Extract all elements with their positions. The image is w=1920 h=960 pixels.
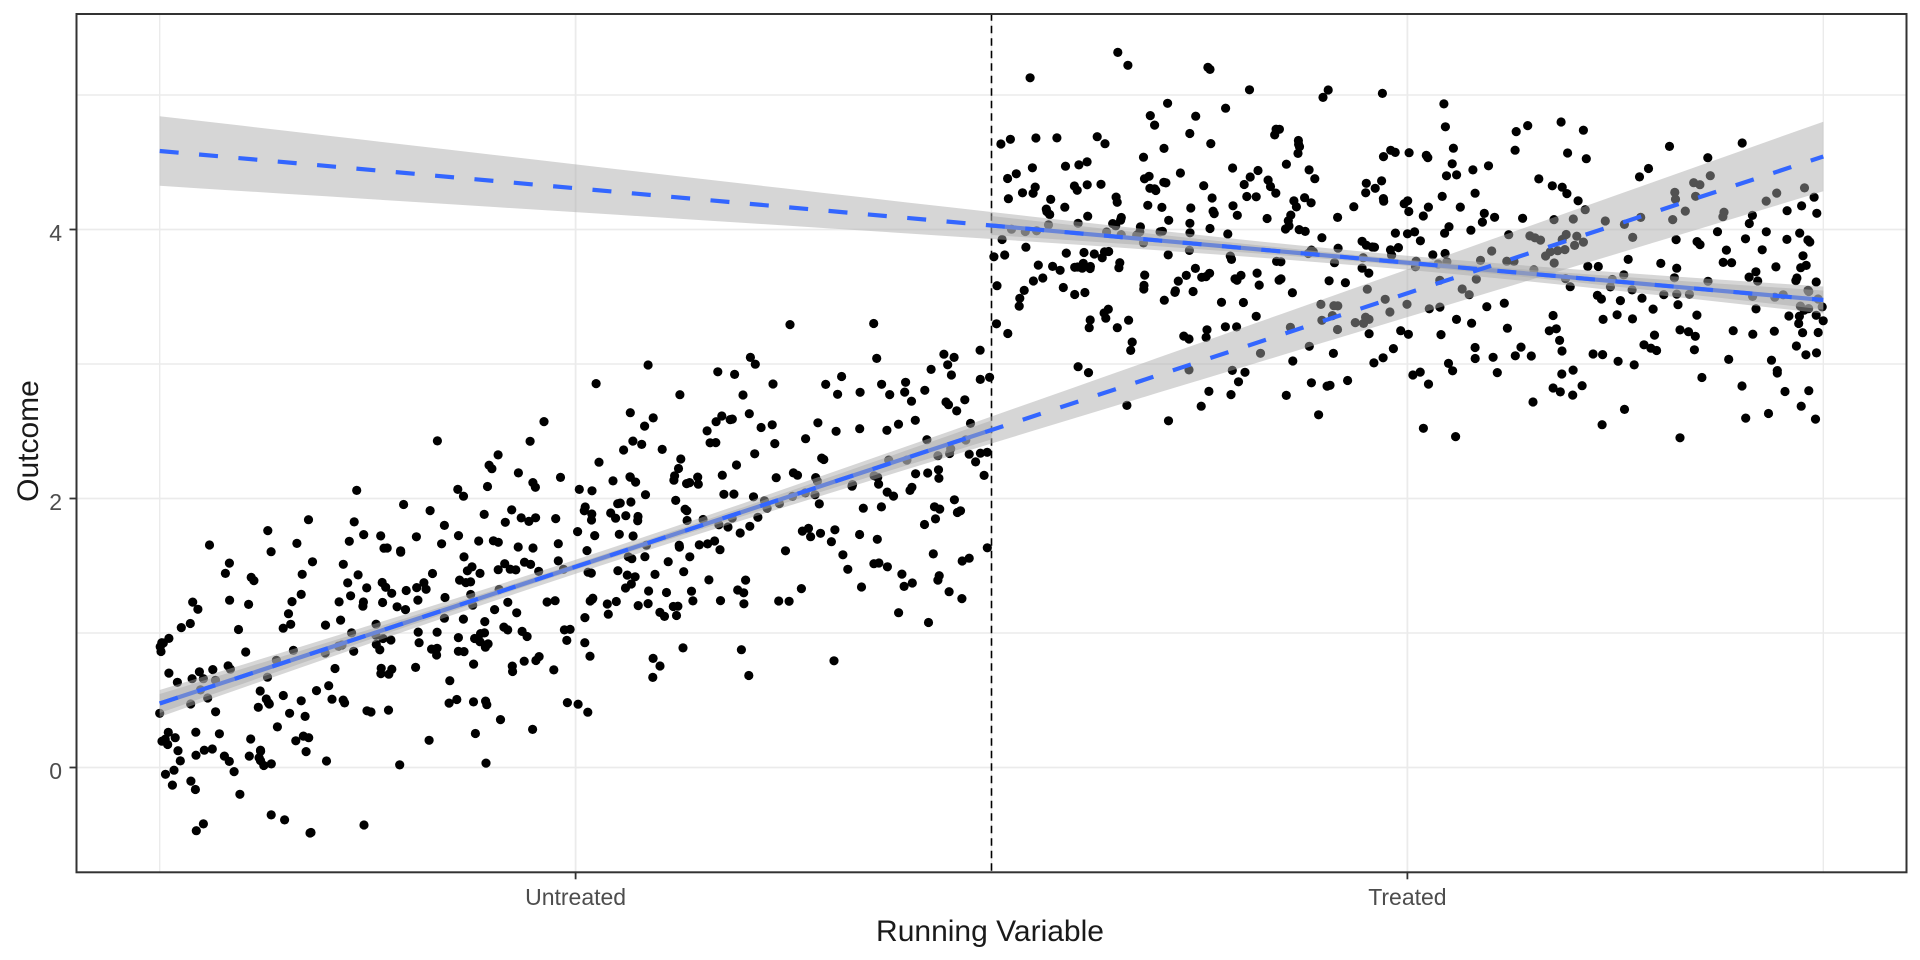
svg-text:4: 4 (49, 220, 62, 246)
svg-text:Outcome: Outcome (12, 380, 45, 502)
svg-text:Untreated: Untreated (525, 884, 626, 910)
svg-text:Running Variable: Running Variable (876, 915, 1104, 948)
svg-text:2: 2 (49, 489, 62, 515)
svg-text:Treated: Treated (1368, 884, 1446, 910)
svg-text:0: 0 (49, 758, 62, 784)
